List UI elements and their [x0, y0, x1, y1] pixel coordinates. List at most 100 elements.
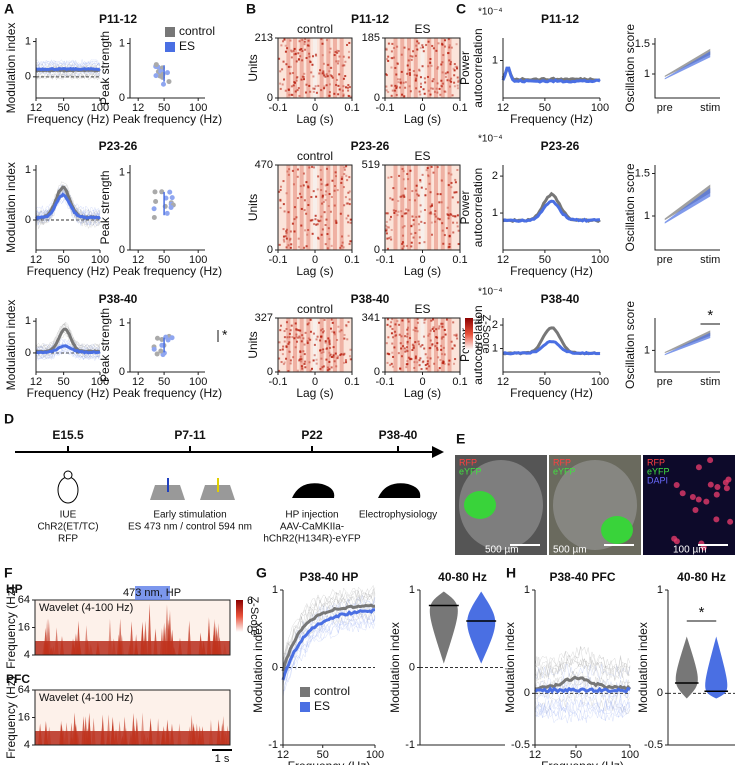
y-tick-label: 0 [25, 71, 31, 83]
heat-stripe [299, 38, 304, 98]
y-tick-label: 16 [18, 711, 30, 723]
heat-cell [389, 325, 392, 328]
heat-cell [392, 209, 395, 212]
heat-cell [400, 347, 403, 350]
heat-cell [321, 194, 324, 197]
heat-cell [410, 358, 413, 361]
heat-cell [308, 52, 311, 55]
heat-cell [304, 366, 307, 369]
heat-cell [433, 362, 436, 365]
y-label: Modulation index [636, 622, 650, 713]
heat-cell [405, 244, 408, 247]
stimulus [135, 586, 170, 600]
heat-cell [453, 74, 456, 77]
heat-cell [450, 60, 453, 63]
heat-cell [419, 76, 422, 79]
heat-cell [283, 240, 286, 243]
heat-cell [288, 332, 291, 335]
heat-stripe [313, 165, 317, 250]
heat-cell [297, 237, 300, 240]
y-tick-label: 0 [272, 661, 278, 673]
heat-cell [300, 196, 303, 199]
heat-cell [286, 170, 289, 173]
heat-cell [418, 228, 421, 231]
wavelet-burst [140, 712, 145, 745]
heat-cell [294, 90, 297, 93]
heat-cell [385, 232, 388, 235]
heat-stripe [427, 318, 432, 372]
heat-cell [424, 353, 427, 356]
y-tick-label: 0 [25, 347, 31, 359]
heat-cell [436, 342, 439, 345]
heat-stripe [286, 318, 291, 372]
heat-cell [397, 200, 400, 203]
score-band [664, 332, 711, 356]
trace [282, 595, 376, 673]
heat-cell [343, 173, 346, 176]
y-label: Frequency (Hz) [4, 586, 18, 669]
wavelet-burst [114, 729, 119, 745]
heat-cell [403, 194, 406, 197]
heat-cell [312, 87, 315, 90]
wavelet-burst [198, 632, 203, 655]
heat-cell [321, 366, 324, 369]
heat-cell [456, 84, 459, 87]
trace [35, 60, 101, 68]
heat-cell [301, 59, 304, 62]
heat-cell [345, 202, 348, 205]
trace [502, 339, 601, 356]
heat-cell [444, 45, 447, 48]
heat-cell [288, 341, 291, 344]
x-label: Frequency (Hz) [27, 386, 110, 400]
channel-label: eYFP [647, 466, 670, 476]
heat-cell [280, 361, 283, 364]
heat-cell [296, 76, 299, 79]
heat-cell [323, 74, 326, 77]
heat-cell [449, 85, 452, 88]
heat-cell [325, 167, 328, 170]
heat-cell [453, 191, 456, 194]
heat-cell [340, 181, 343, 184]
heat-cell [293, 53, 296, 56]
heat-cell [299, 329, 302, 332]
heat-cell [450, 77, 453, 80]
heat-cell [298, 40, 301, 43]
heat-cell [327, 227, 330, 230]
heat-cell [315, 54, 318, 57]
heat-cell [390, 176, 393, 179]
heat-cell [387, 59, 390, 62]
heat-cell [289, 65, 292, 68]
y-tick-label: 0 [374, 92, 380, 104]
trace [35, 323, 101, 350]
heat-cell [406, 350, 409, 353]
heat-cell [293, 218, 296, 221]
heat-stripe [434, 165, 438, 250]
heat-cell [400, 53, 403, 56]
heat-cell [408, 198, 411, 201]
heat-cell [300, 48, 303, 51]
heat-cell [287, 244, 290, 247]
heat-cell [407, 356, 410, 359]
heat-cell [392, 187, 395, 190]
violin [675, 636, 698, 699]
axis [534, 590, 630, 746]
heat-cell [288, 350, 291, 353]
heat-cell [453, 344, 456, 347]
heat-cell [391, 336, 394, 339]
heat-cell [456, 225, 459, 228]
heat-cell [402, 81, 405, 84]
heat-cell [295, 60, 298, 63]
trace [282, 612, 376, 686]
heat-cell [337, 84, 340, 87]
heat-stripe [413, 165, 418, 250]
heat-cell [341, 235, 344, 238]
heat-cell [440, 337, 443, 340]
heat-cell [455, 191, 458, 194]
heat-cell [309, 219, 312, 222]
region: HP [6, 582, 23, 596]
icon [57, 476, 79, 504]
heat-cell [397, 81, 400, 84]
heat-cell [327, 205, 330, 208]
x-tick-label: 0.1 [452, 254, 467, 266]
heat-cell [335, 60, 338, 63]
